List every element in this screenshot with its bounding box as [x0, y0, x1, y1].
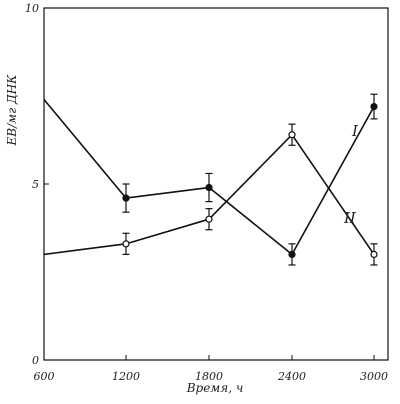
data-point — [122, 240, 130, 248]
data-point — [370, 102, 378, 111]
x-tick-label: 1800 — [195, 370, 223, 383]
y-tick-label: 10 — [25, 2, 39, 15]
plot-frame — [43, 7, 389, 361]
data-point — [288, 131, 296, 139]
series-layer — [43, 93, 378, 266]
data-point — [205, 215, 213, 223]
series-label-II: II — [343, 209, 357, 227]
data-point — [205, 183, 213, 192]
series-label-I: I — [351, 122, 359, 140]
series-I — [43, 93, 378, 266]
y-tick-label: 5 — [32, 178, 39, 191]
plot-border — [43, 7, 389, 361]
x-tick-label: 2400 — [277, 370, 306, 383]
data-point — [122, 194, 130, 202]
y-ticks: 0 5 10 — [25, 2, 49, 367]
x-tick-label: 1200 — [112, 370, 140, 383]
x-axis-title: Время, ч — [186, 381, 244, 395]
y-axis-title: ЕВ/мг ДНК — [5, 74, 19, 147]
x-ticks: 600 1200 1800 2400 3000 — [34, 355, 388, 383]
x-tick-label: 3000 — [360, 370, 388, 383]
data-point — [288, 250, 296, 258]
y-tick-label: 0 — [32, 354, 39, 367]
x-tick-label: 600 — [34, 370, 55, 383]
series-II — [43, 123, 378, 266]
data-point — [370, 250, 378, 258]
